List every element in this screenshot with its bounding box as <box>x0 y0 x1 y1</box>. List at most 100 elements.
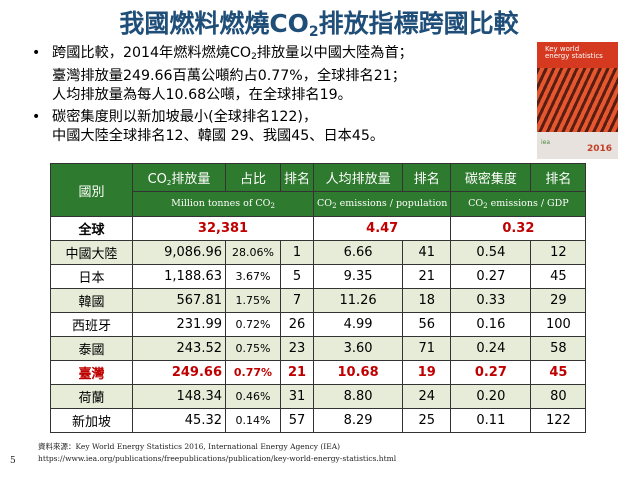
col-header-per-capita: 人均排放量 <box>313 163 404 192</box>
col-header-rank: 排名 <box>402 163 452 192</box>
col-header-intensity: 碳密集度 <box>450 163 532 192</box>
table-row-world: 全球 32,381 4.47 0.32 <box>50 216 587 241</box>
cell-rank: 29 <box>530 288 587 313</box>
table-row: 西班牙 231.99 0.72% 26 4.99 56 0.16 100 <box>50 312 587 337</box>
cell-share: 1.75% <box>225 288 281 313</box>
cell-country: 日本 <box>50 264 133 289</box>
table-row: 韓國 567.81 1.75% 7 11.26 18 0.33 29 <box>50 288 587 313</box>
col-header-share: 占比 <box>225 163 281 192</box>
col-header-emissions: CO2排放量 <box>132 163 226 192</box>
bullet-dot-icon: • <box>32 45 41 61</box>
cell-rank: 31 <box>279 384 315 409</box>
cell-country: 韓國 <box>50 288 133 313</box>
cell-rank: 25 <box>402 408 452 433</box>
source-citation: 資料來源：Key World Energy Statistics 2016, I… <box>38 442 341 451</box>
table-row: 中國大陸 9,086.96 28.06% 1 6.66 41 0.54 12 <box>50 240 587 265</box>
cell-share: 0.14% <box>225 408 281 433</box>
unit-per-capita: CO2 emissions / population <box>313 191 452 217</box>
cell-country: 泰國 <box>50 336 133 361</box>
world-intensity: 0.32 <box>450 216 587 241</box>
cell-emissions: 231.99 <box>132 312 226 337</box>
cell-share: 3.67% <box>225 264 281 289</box>
cell-per-capita: 10.68 <box>313 360 404 385</box>
cover-title: Key world energy statistics <box>545 45 603 60</box>
emissions-table: 國別 CO2排放量 占比 排名 人均排放量 排名 碳密集度 排名 Million… <box>50 163 587 433</box>
cell-intensity: 0.27 <box>450 264 532 289</box>
cell-intensity: 0.16 <box>450 312 532 337</box>
cell-rank: 56 <box>402 312 452 337</box>
cell-rank: 45 <box>530 360 587 385</box>
cell-rank: 18 <box>402 288 452 313</box>
cell-per-capita: 3.60 <box>313 336 404 361</box>
cell-country: 中國大陸 <box>50 240 133 265</box>
cell-intensity: 0.33 <box>450 288 532 313</box>
cell-intensity: 0.27 <box>450 360 532 385</box>
cell-intensity: 0.54 <box>450 240 532 265</box>
cell-share: 0.75% <box>225 336 281 361</box>
table-row: 泰國 243.52 0.75% 23 3.60 71 0.24 58 <box>50 336 587 361</box>
cell-intensity: 0.24 <box>450 336 532 361</box>
world-per-capita: 4.47 <box>313 216 452 241</box>
cell-intensity: 0.20 <box>450 384 532 409</box>
cell-rank: 80 <box>530 384 587 409</box>
report-cover-image: Key world energy statistics iea 2016 <box>537 42 618 159</box>
cell-emissions: 567.81 <box>132 288 226 313</box>
table-row: 日本 1,188.63 3.67% 5 9.35 21 0.27 45 <box>50 264 587 289</box>
cell-rank: 58 <box>530 336 587 361</box>
cell-emissions: 249.66 <box>132 360 226 385</box>
cell-rank: 57 <box>279 408 315 433</box>
table-header-row: 國別 CO2排放量 占比 排名 人均排放量 排名 碳密集度 排名 <box>50 163 587 217</box>
iea-logo: iea <box>541 139 551 146</box>
cell-share: 0.72% <box>225 312 281 337</box>
col-header-rank: 排名 <box>530 163 587 192</box>
cell-rank: 45 <box>530 264 587 289</box>
cell-emissions: 148.34 <box>132 384 226 409</box>
unit-intensity: CO2 emissions / GDP <box>450 191 587 217</box>
table-units-row: Million tonnes of CO2 CO2 emissions / po… <box>51 191 587 217</box>
table-row: 荷蘭 148.34 0.46% 31 8.80 24 0.20 80 <box>50 384 587 409</box>
cell-rank: 1 <box>279 240 315 265</box>
cell-rank: 21 <box>279 360 315 385</box>
cell-rank: 71 <box>402 336 452 361</box>
world-label: 全球 <box>50 216 133 241</box>
cell-emissions: 1,188.63 <box>132 264 226 289</box>
cell-rank: 5 <box>279 264 315 289</box>
cell-emissions: 9,086.96 <box>132 240 226 265</box>
cell-per-capita: 8.29 <box>313 408 404 433</box>
cell-share: 0.77% <box>225 360 281 385</box>
cell-share: 0.46% <box>225 384 281 409</box>
cell-per-capita: 9.35 <box>313 264 404 289</box>
cell-rank: 100 <box>530 312 587 337</box>
cell-per-capita: 11.26 <box>313 288 404 313</box>
table-row: 新加坡 45.32 0.14% 57 8.29 25 0.11 122 <box>50 408 587 433</box>
cell-country: 新加坡 <box>50 408 133 433</box>
cell-rank: 41 <box>402 240 452 265</box>
bullet-list: • 跨國比較，2014年燃料燃燒CO2排放量以中國大陸為首； 臺灣排放量249.… <box>30 44 530 149</box>
source-note: 資料來源：Key World Energy Statistics 2016, I… <box>38 441 396 465</box>
slide-title: 我國燃料燃燒CO2排放指標跨國比較 <box>119 9 519 40</box>
cell-country: 西班牙 <box>50 312 133 337</box>
cell-per-capita: 4.99 <box>313 312 404 337</box>
unit-emissions: Million tonnes of CO2 <box>131 191 315 217</box>
cell-rank: 26 <box>279 312 315 337</box>
country-header: 國別 <box>50 163 133 217</box>
cell-country: 荷蘭 <box>50 384 133 409</box>
cell-per-capita: 8.80 <box>313 384 404 409</box>
source-url[interactable]: https://www.iea.org/publications/freepub… <box>38 454 397 463</box>
cell-intensity: 0.11 <box>450 408 532 433</box>
cell-rank: 23 <box>279 336 315 361</box>
cell-emissions: 45.32 <box>132 408 226 433</box>
cell-rank: 24 <box>402 384 452 409</box>
cell-share: 28.06% <box>225 240 281 265</box>
cover-year: 2016 <box>587 144 613 154</box>
cell-per-capita: 6.66 <box>313 240 404 265</box>
bullet-item: • 碳密集度則以新加坡最小(全球排名122)， 中國大陸全球排名12、韓國 29… <box>32 109 385 144</box>
cell-rank: 19 <box>402 360 452 385</box>
table-row-highlight: 臺灣 249.66 0.77% 21 10.68 19 0.27 45 <box>50 360 587 385</box>
cell-rank: 122 <box>530 408 587 433</box>
cell-rank: 12 <box>530 240 587 265</box>
col-header-rank: 排名 <box>279 163 315 192</box>
bullet-item: • 跨國比較，2014年燃料燃燒CO2排放量以中國大陸為首； 臺灣排放量249.… <box>32 45 413 103</box>
cell-country: 臺灣 <box>50 360 133 385</box>
world-total: 32,381 <box>131 216 315 241</box>
